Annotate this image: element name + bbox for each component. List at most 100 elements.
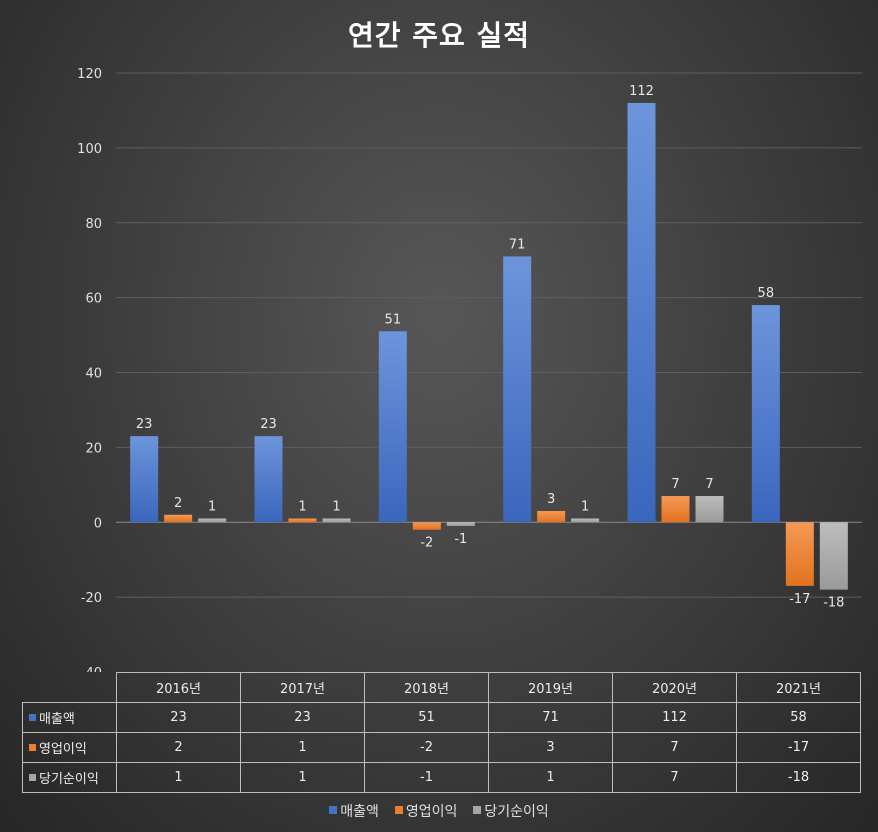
data-label: 1 bbox=[298, 500, 306, 515]
data-label: 23 bbox=[260, 417, 277, 432]
table-cell: 23 bbox=[116, 702, 241, 733]
table-header-row: 2016년 2017년 2018년 2019년 2020년 2021년 bbox=[22, 672, 861, 703]
table-row: 영업이익 2 1 -2 3 7 -17 bbox=[22, 732, 861, 763]
legend-key-icon bbox=[29, 744, 36, 751]
chart-title: 연간 주요 실적 bbox=[347, 19, 531, 52]
data-label: -18 bbox=[823, 596, 844, 611]
legend-label: 매출액 bbox=[340, 804, 379, 820]
data-labels: 23 23 51 71 112 58 2 1 -2 3 7 -17 1 1 -1 1 7 -18 bbox=[136, 84, 845, 611]
table-cell: -2 bbox=[364, 732, 489, 763]
table-row-header: 매출액 bbox=[22, 702, 117, 733]
data-label: -1 bbox=[454, 532, 467, 547]
table-cell: 71 bbox=[488, 702, 613, 733]
table-cell: 1 bbox=[488, 762, 613, 793]
data-label: 1 bbox=[332, 500, 340, 515]
table-cell: 51 bbox=[364, 702, 489, 733]
table-row-header: 영업이익 bbox=[22, 732, 117, 763]
bar bbox=[571, 518, 600, 523]
data-label: 7 bbox=[671, 477, 679, 492]
table-cell: 2 bbox=[116, 732, 241, 763]
bar bbox=[751, 305, 780, 523]
bar bbox=[322, 518, 351, 523]
table-cell: -17 bbox=[736, 732, 861, 763]
y-tick-label: -20 bbox=[81, 591, 102, 606]
bar bbox=[819, 522, 848, 590]
data-label: 2 bbox=[174, 496, 182, 511]
bar bbox=[288, 518, 317, 523]
table-row: 당기순이익 1 1 -1 1 7 -18 bbox=[22, 762, 861, 793]
bar bbox=[785, 522, 814, 586]
data-label: 112 bbox=[629, 84, 654, 99]
table-cell: 112 bbox=[612, 702, 737, 733]
bar bbox=[164, 514, 193, 523]
bar bbox=[627, 102, 656, 523]
table-header-cell: 2016년 bbox=[116, 672, 241, 703]
data-label: 1 bbox=[581, 500, 589, 515]
legend-item: 당기순이익 bbox=[473, 801, 549, 821]
table-header-cell: 2021년 bbox=[736, 672, 861, 703]
legend: 매출액 영업이익 당기순이익 bbox=[0, 801, 878, 821]
bar bbox=[695, 496, 724, 523]
data-label: 23 bbox=[136, 417, 153, 432]
legend-label: 당기순이익 bbox=[484, 804, 549, 820]
data-label: 58 bbox=[758, 286, 775, 301]
table-cell: 3 bbox=[488, 732, 613, 763]
legend-swatch-icon bbox=[329, 806, 338, 814]
series-name: 영업이익 bbox=[39, 742, 87, 757]
y-axis: -40 -20 0 20 40 60 80 100 120 bbox=[77, 67, 102, 672]
y-tick-label: 80 bbox=[85, 217, 102, 232]
bar bbox=[503, 256, 532, 523]
table-cell: 1 bbox=[240, 762, 365, 793]
table-header-cell: 2017년 bbox=[240, 672, 365, 703]
y-tick-label: 0 bbox=[94, 516, 102, 531]
bar bbox=[661, 496, 690, 523]
table-header-cell: 2018년 bbox=[364, 672, 489, 703]
y-tick-label: 20 bbox=[85, 441, 102, 456]
table-cell: 7 bbox=[612, 762, 737, 793]
bar bbox=[446, 522, 475, 526]
series-name: 당기순이익 bbox=[39, 772, 99, 787]
bar bbox=[198, 518, 227, 523]
table-row-header: 당기순이익 bbox=[22, 762, 117, 793]
bar bbox=[254, 436, 283, 523]
data-table: 2016년 2017년 2018년 2019년 2020년 2021년 매출액 23 23 51 7… bbox=[22, 672, 861, 793]
legend-label: 영업이익 bbox=[405, 804, 458, 820]
data-label: 7 bbox=[705, 477, 713, 492]
legend-key-icon bbox=[29, 714, 36, 721]
bar bbox=[130, 436, 159, 523]
table-cell: 1 bbox=[116, 762, 241, 793]
legend-key-icon bbox=[29, 774, 36, 781]
y-tick-label: -40 bbox=[81, 666, 102, 672]
data-label: 71 bbox=[509, 237, 526, 252]
gridlines bbox=[116, 72, 862, 598]
table-corner bbox=[22, 672, 117, 703]
bar bbox=[412, 522, 441, 530]
data-label: -17 bbox=[789, 592, 810, 607]
y-tick-label: 40 bbox=[85, 367, 102, 382]
y-tick-label: 120 bbox=[77, 67, 102, 82]
bar bbox=[378, 331, 407, 523]
table-row: 매출액 23 23 51 71 112 58 bbox=[22, 702, 861, 733]
data-label: -2 bbox=[420, 536, 433, 551]
table-cell: 23 bbox=[240, 702, 365, 733]
data-label: 51 bbox=[385, 312, 402, 327]
table-header-cell: 2020년 bbox=[612, 672, 737, 703]
table-cell: 58 bbox=[736, 702, 861, 733]
legend-item: 영업이익 bbox=[394, 801, 458, 821]
bar bbox=[537, 511, 566, 523]
data-label: 1 bbox=[208, 500, 216, 515]
legend-item: 매출액 bbox=[329, 801, 379, 821]
table-cell: -1 bbox=[364, 762, 489, 793]
y-tick-label: 60 bbox=[85, 292, 102, 307]
y-tick-label: 100 bbox=[77, 142, 102, 157]
table-header-cell: 2019년 bbox=[488, 672, 613, 703]
series-name: 매출액 bbox=[39, 712, 75, 727]
table-cell: 1 bbox=[240, 732, 365, 763]
table-cell: -18 bbox=[736, 762, 861, 793]
data-label: 3 bbox=[547, 492, 555, 507]
legend-swatch-icon bbox=[394, 806, 403, 814]
legend-swatch-icon bbox=[473, 806, 482, 814]
table-cell: 7 bbox=[612, 732, 737, 763]
bars bbox=[130, 102, 848, 590]
